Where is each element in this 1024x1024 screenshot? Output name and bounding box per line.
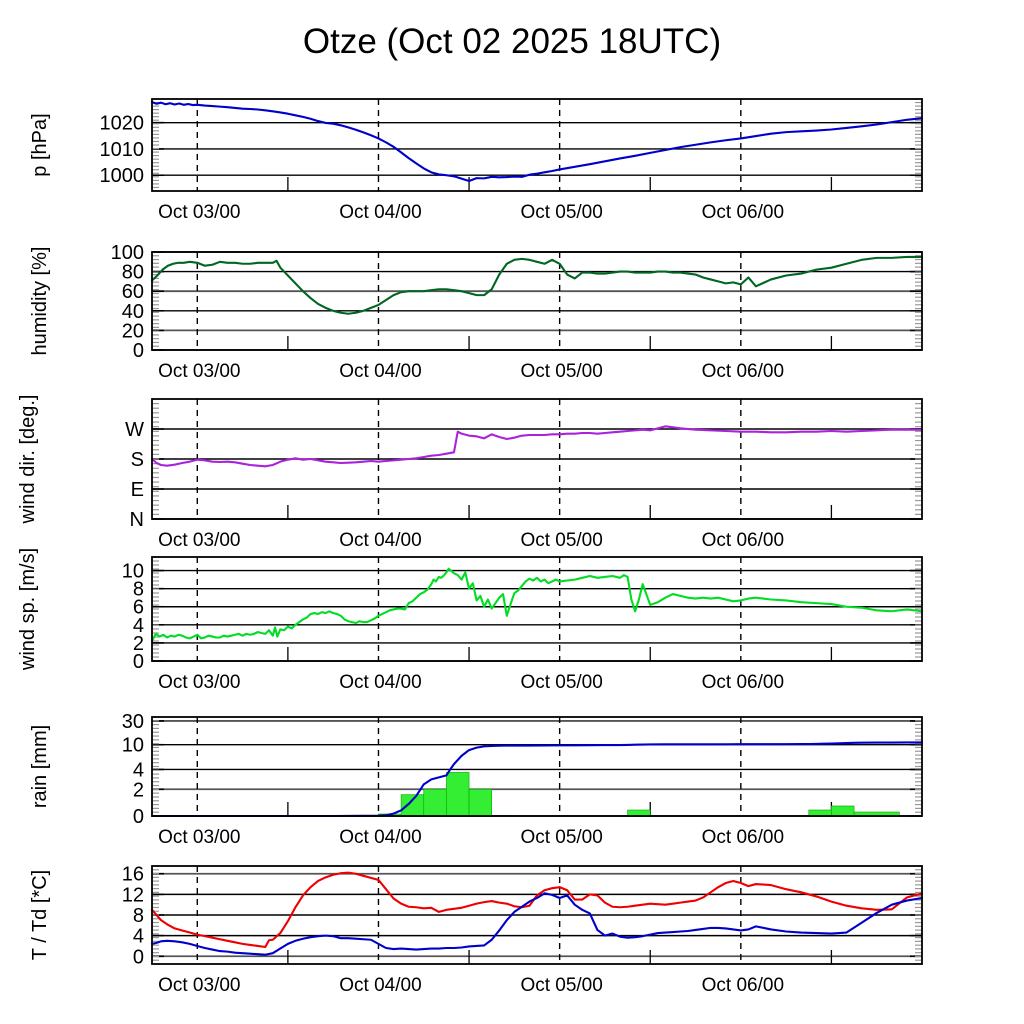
ytick-label-humidity-0: 0 [133,340,144,362]
xtick-label-pressure-3: Oct 06/00 [702,202,784,223]
xtick-label-rain-0: Oct 03/00 [158,827,240,848]
xtick-label-temperature-3: Oct 06/00 [702,975,784,996]
ytick-label-wind_speed-2: 4 [133,615,144,637]
xtick-label-rain-2: Oct 05/00 [520,827,602,848]
series-temperature-Td [150,892,924,956]
panel-frame-humidity [151,251,923,351]
series-humidity-rh [150,255,924,315]
ylabel-wind_speed: wind sp. [m/s] [17,548,39,671]
ytick-label-wind_dir-1: E [131,479,144,501]
ytick-label-rain-4: 30 [122,711,144,733]
ylabel-wind_dir: wind dir. [deg.] [17,395,39,525]
panel-frame-temperature [151,865,923,965]
xtick-label-temperature-2: Oct 05/00 [520,975,602,996]
xtick-label-temperature-0: Oct 03/00 [158,975,240,996]
ytick-label-humidity-4: 80 [122,262,144,284]
ytick-label-wind_dir-0: N [130,509,144,531]
rain-bar [400,794,425,817]
ytick-label-pressure-1: 1010 [100,139,145,161]
ylabel-rain: rain [mm] [29,725,51,808]
ytick-label-humidity-5: 100 [111,242,144,264]
rain-bar [831,805,855,817]
page-title: Otze (Oct 02 2025 18UTC) [302,22,722,61]
xtick-label-wind_dir-0: Oct 03/00 [158,530,240,551]
series-temperature-T [150,871,924,949]
ytick-label-temperature-4: 16 [122,864,144,886]
xtick-label-wind_dir-2: Oct 05/00 [520,530,602,551]
ytick-label-wind_speed-3: 6 [133,597,144,619]
rain-bar [808,809,832,817]
xtick-label-wind_speed-0: Oct 03/00 [158,672,240,693]
xtick-label-wind_speed-1: Oct 04/00 [339,672,421,693]
xtick-label-wind_speed-3: Oct 06/00 [702,672,784,693]
ytick-label-temperature-0: 0 [133,946,144,968]
ylabel-pressure: p [hPa] [29,113,51,176]
series-rain-cumulative [150,741,924,818]
xtick-label-pressure-1: Oct 04/00 [339,202,421,223]
xtick-label-pressure-2: Oct 05/00 [520,202,602,223]
xtick-label-wind_dir-3: Oct 06/00 [702,530,784,551]
xtick-label-wind_speed-2: Oct 05/00 [520,672,602,693]
ytick-label-pressure-2: 1020 [100,113,145,135]
ytick-label-wind_dir-2: S [131,449,144,471]
panel-frame-wind_dir [151,398,923,520]
series-pressure-p [150,101,924,183]
ytick-label-humidity-3: 60 [122,281,144,303]
xtick-label-pressure-0: Oct 03/00 [158,202,240,223]
xtick-label-humidity-3: Oct 06/00 [702,361,784,382]
ytick-label-rain-2: 4 [133,759,144,781]
xtick-label-rain-1: Oct 04/00 [339,827,421,848]
ytick-label-wind_speed-4: 8 [133,579,144,601]
xtick-label-wind_dir-1: Oct 04/00 [339,530,421,551]
ytick-label-humidity-1: 20 [122,320,144,342]
xtick-label-humidity-1: Oct 04/00 [339,361,421,382]
ylabel-humidity: humidity [%] [29,247,51,356]
ytick-label-temperature-3: 12 [122,884,144,906]
series-wind_speed-ff [150,567,924,643]
rain-bar [468,788,493,817]
ylabel-temperature: T / Td [*C] [29,870,51,960]
xtick-label-temperature-1: Oct 04/00 [339,975,421,996]
ytick-label-rain-3: 10 [122,735,144,757]
ytick-label-rain-1: 2 [133,779,144,801]
ytick-label-wind_speed-1: 2 [133,633,144,655]
ytick-label-humidity-2: 40 [122,301,144,323]
panel-frame-wind_speed [151,556,923,662]
ytick-label-temperature-2: 8 [133,905,144,927]
rain-bar [446,772,470,817]
ytick-label-wind_speed-0: 0 [133,651,144,673]
panel-frame-rain [151,716,923,817]
panel-frame-pressure [151,98,923,192]
rain-bar [627,809,651,817]
ytick-label-pressure-0: 1000 [100,165,145,187]
xtick-label-humidity-0: Oct 03/00 [158,361,240,382]
series-wind_dir-dd [150,425,924,468]
xtick-label-rain-3: Oct 06/00 [702,827,784,848]
ytick-label-wind_dir-3: W [125,419,144,441]
rain-bar [423,788,447,817]
ytick-label-temperature-1: 4 [133,926,144,948]
ytick-label-rain-0: 0 [133,806,144,828]
xtick-label-humidity-2: Oct 05/00 [520,361,602,382]
ytick-label-wind_speed-5: 10 [122,561,144,583]
